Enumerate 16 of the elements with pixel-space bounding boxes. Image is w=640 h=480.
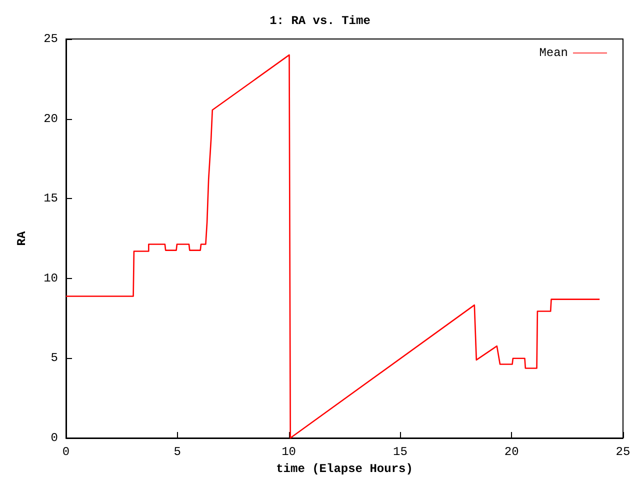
y-tick-label: 5 xyxy=(50,351,58,366)
y-tick-label: 10 xyxy=(44,271,58,286)
x-tick-label: 5 xyxy=(174,445,181,459)
legend-label: Mean xyxy=(539,46,568,60)
x-tick-label: 25 xyxy=(616,445,630,459)
x-tick-label: 15 xyxy=(392,445,408,459)
x-axis-title: time (Elapse Hours) xyxy=(276,462,413,476)
x-tick-label: 0 xyxy=(62,445,70,459)
y-tick-label: 15 xyxy=(44,192,58,206)
x-tick-label: 10 xyxy=(282,445,296,459)
y-tick-label: 25 xyxy=(44,32,58,46)
y-tick-label: 0 xyxy=(50,431,58,445)
y-tick-label: 20 xyxy=(44,112,58,126)
y-axis-title: RA xyxy=(15,230,29,246)
x-tick-label: 20 xyxy=(504,445,519,459)
chart-title: 1: RA vs. Time xyxy=(270,14,370,28)
